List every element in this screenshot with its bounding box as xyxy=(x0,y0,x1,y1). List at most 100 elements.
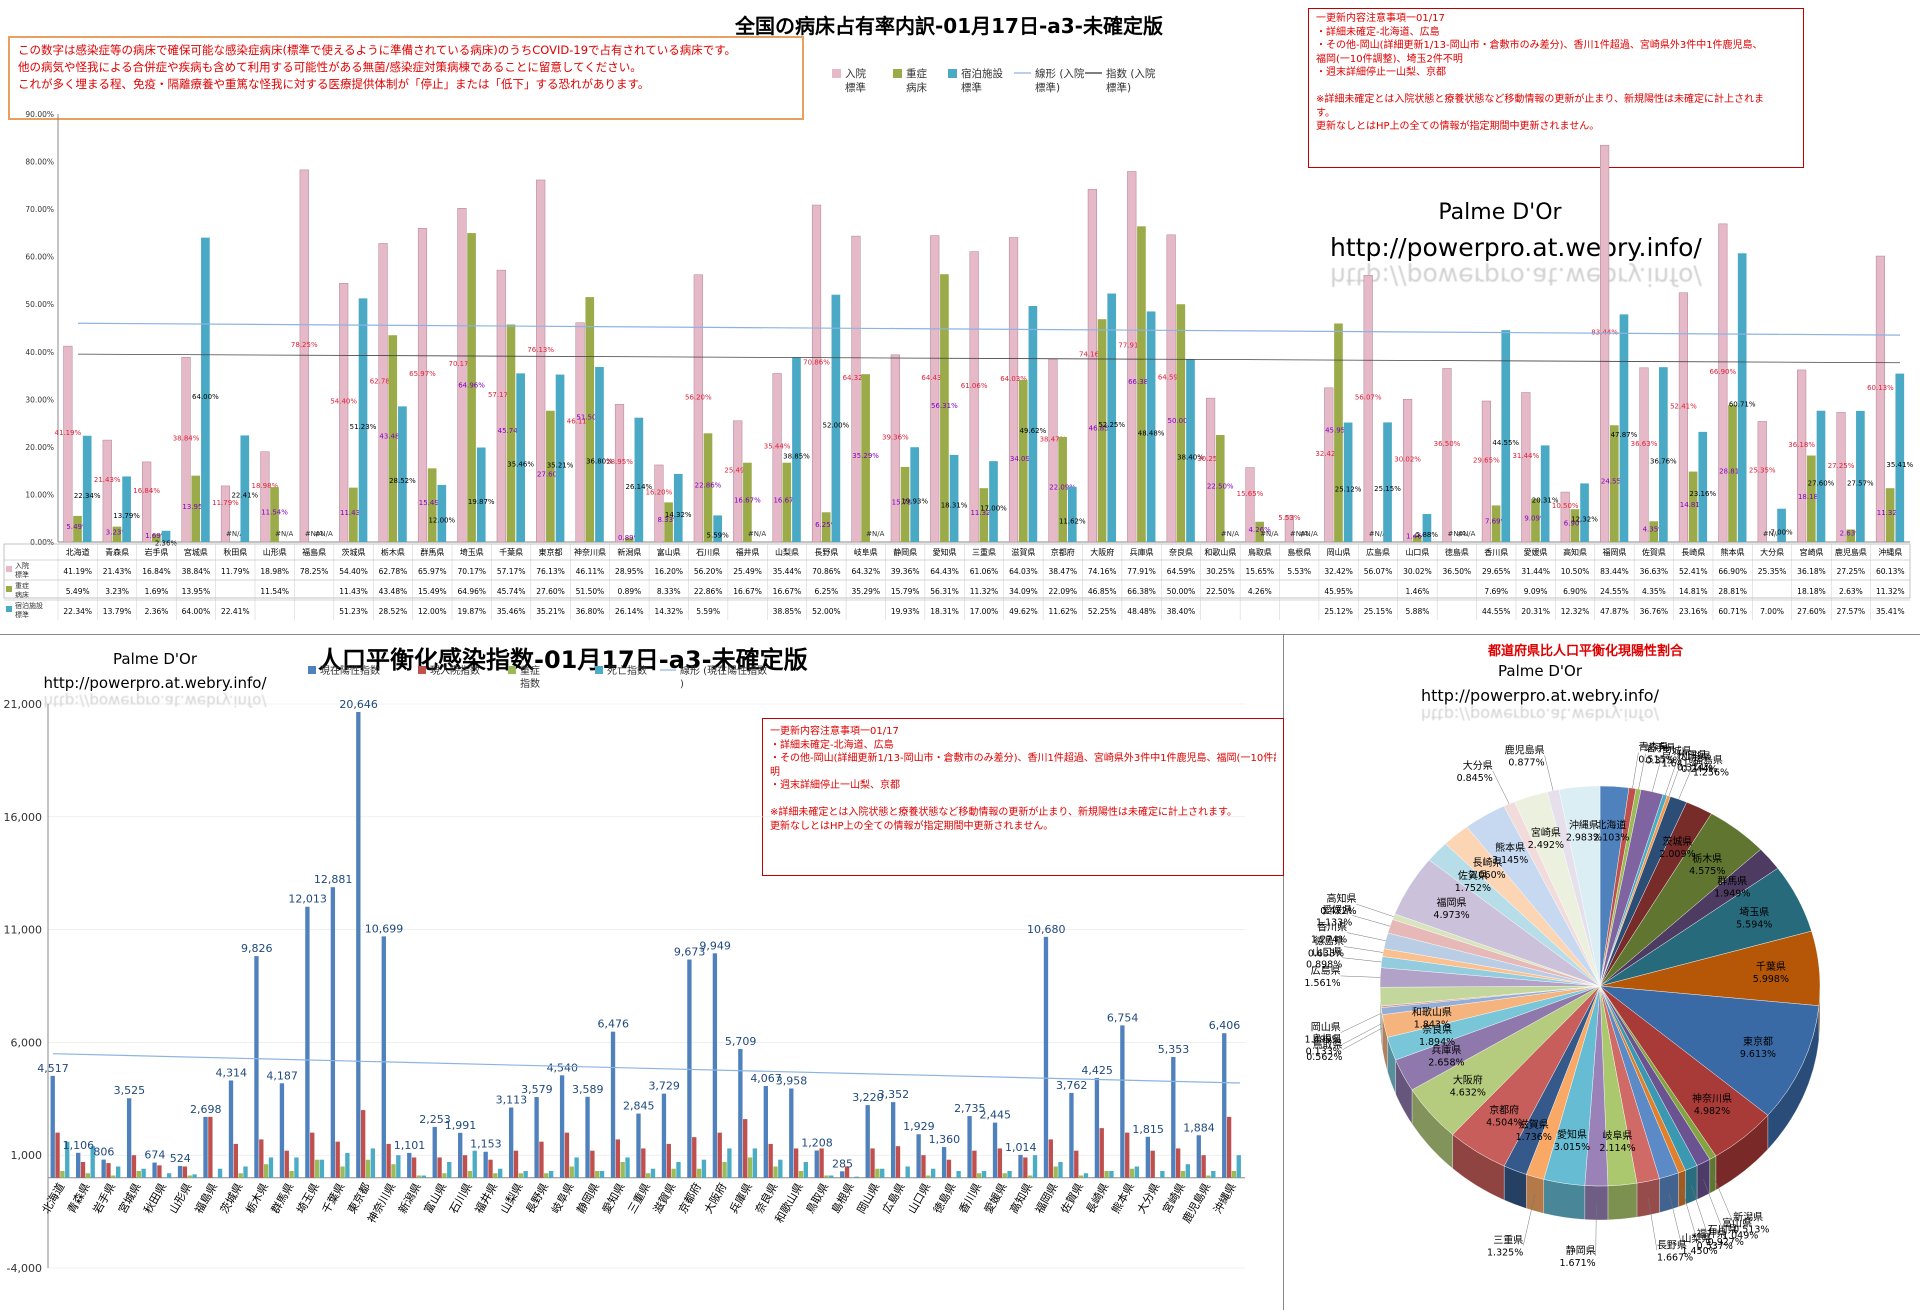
pie-slice-value: 0.133% xyxy=(1306,1047,1342,1058)
table-cell: 11.43% xyxy=(339,587,368,596)
bar xyxy=(733,420,743,543)
table-category: 愛媛県 xyxy=(1524,547,1548,557)
bar-value-label: 5,353 xyxy=(1158,1043,1190,1056)
table-cell: 5.49% xyxy=(66,587,90,596)
bar-value-label: 32.42% xyxy=(1315,450,1342,458)
legend-swatch xyxy=(948,69,957,78)
update-line: ・その他-岡山(詳細更新1/13-岡山市・倉敷市のみ差分)、香川1件超過、宮崎県… xyxy=(1316,40,1763,51)
bar xyxy=(956,1170,961,1178)
bar-value-label: 4,517 xyxy=(37,1062,69,1075)
table-category: 福岡県 xyxy=(1602,548,1626,557)
table-category: 熊本県 xyxy=(1721,547,1745,557)
pie-slice-label: 鹿児島県 xyxy=(1505,743,1545,756)
bar xyxy=(1609,425,1619,542)
bar-value-label: 0.89% xyxy=(618,534,641,542)
table-cell: 22.86% xyxy=(694,587,723,596)
x-tick-label: 岩手県 xyxy=(90,1180,119,1216)
x-tick-label: 沖縄県 xyxy=(1210,1180,1239,1216)
pie-slice-label: 宮崎県 xyxy=(1531,826,1561,839)
pie-slice-label: 沖縄県 xyxy=(1569,819,1599,832)
bar xyxy=(55,1132,60,1178)
bar xyxy=(115,1166,121,1178)
bar xyxy=(798,1170,804,1178)
table-cell: 44.55% xyxy=(1482,607,1511,616)
bar xyxy=(1649,521,1659,542)
bar xyxy=(1028,306,1038,542)
bottom-chart-title: 人口平衡化感染指数-01月17日-a3-未確定版 xyxy=(318,646,808,674)
bar xyxy=(703,433,713,542)
pie-slice-label: 滋賀県 xyxy=(1519,1118,1549,1131)
bar-value-label: 19.93% xyxy=(901,498,928,506)
table-category: 和歌山県 xyxy=(1204,547,1236,557)
pie-slice-side xyxy=(1543,1179,1585,1220)
top-note-box: この数字は感染症等の病床で確保可能な感染症病床(標準で使えるように準備されている… xyxy=(8,36,804,120)
x-tick-label: 石川県 xyxy=(447,1181,475,1216)
y-tick-label: 21,000 xyxy=(4,698,43,711)
table-cell: 38.85% xyxy=(773,607,802,616)
bar-value-label: 54.40% xyxy=(330,398,357,406)
table-cell: 30.25% xyxy=(1206,567,1235,576)
pie-slice-label: 熊本県 xyxy=(1495,841,1525,854)
table-cell: 41.19% xyxy=(63,567,92,576)
bar xyxy=(712,953,718,1178)
bar-value-label: 5.49% xyxy=(66,523,89,531)
bar xyxy=(345,1152,350,1178)
pie-slice-label: 長崎県 xyxy=(1473,856,1503,869)
bar xyxy=(1806,455,1816,542)
pie-chart-title: 都道府県比人口平衡化現陽性割合 xyxy=(1488,644,1684,659)
bar xyxy=(946,1159,952,1178)
pie-slice-value: 1.949% xyxy=(1714,889,1750,900)
bar xyxy=(575,322,585,543)
x-tick-label: 宮城県 xyxy=(115,1180,144,1216)
bar-value-label: 28.81% xyxy=(1719,467,1746,475)
x-tick-label: 岐阜県 xyxy=(549,1181,577,1216)
bottom-bar-chart: -4,000 1,000 6,000 11,000 16,000 21,000 現在陽性指数… xyxy=(4,664,1245,1275)
bar-value-label: 14.32% xyxy=(665,511,692,519)
table-category: 山形県 xyxy=(263,547,287,557)
bar xyxy=(102,439,112,543)
bar-value-label: 27.60% xyxy=(1808,479,1835,487)
bar xyxy=(518,1173,523,1178)
bar xyxy=(930,235,940,543)
x-tick-label: 新潟県 xyxy=(395,1180,424,1216)
bar xyxy=(65,1141,70,1178)
pie-slice-label: 大阪府 xyxy=(1453,1073,1483,1086)
pie-slice-value: 4.982% xyxy=(1694,1106,1730,1117)
bar xyxy=(1058,436,1067,542)
pie-leader-line xyxy=(1651,756,1662,792)
bar-value-label: 4.35% xyxy=(1643,526,1666,534)
bar xyxy=(1737,253,1747,542)
pie-leader-line xyxy=(1648,1198,1658,1251)
table-category: 静岡県 xyxy=(893,547,917,557)
bar-value-label: 1,101 xyxy=(394,1139,426,1152)
bar xyxy=(243,1166,248,1178)
table-category: 広島県 xyxy=(1366,547,1390,557)
table-cell: 46.11% xyxy=(576,567,605,576)
watermark-url: http://powerpro.at.webry.info/ xyxy=(1330,233,1702,262)
bar-value-label: 11.32% xyxy=(970,509,997,517)
bar xyxy=(1540,445,1550,542)
table-cell: 27.25% xyxy=(1837,567,1866,576)
table-cell: 64.59% xyxy=(1167,567,1196,576)
pie-slice-label: 神奈川県 xyxy=(1692,1092,1732,1105)
pie-slice-label: 山梨県 xyxy=(1681,1232,1711,1245)
bar xyxy=(1403,398,1413,543)
bar xyxy=(1018,1154,1023,1178)
pie-slice-side xyxy=(1659,1172,1679,1213)
pie-slice-label: 岡山県 xyxy=(1311,1022,1341,1034)
table-cell: 5.53% xyxy=(1287,567,1311,576)
x-tick-label: 宮崎県 xyxy=(1159,1180,1188,1216)
table-cell: 28.81% xyxy=(1718,587,1747,596)
table-cell: 60.13% xyxy=(1876,567,1905,576)
bar-value-label: 22.50% xyxy=(1207,483,1234,491)
bar xyxy=(1600,144,1610,543)
bar-value-label: 29.65% xyxy=(1473,456,1500,464)
bar xyxy=(378,243,388,543)
bar xyxy=(727,1148,732,1178)
bar-value-label: 35.29% xyxy=(852,452,879,460)
bar xyxy=(1236,1155,1241,1178)
bar-value-label: 70.17% xyxy=(449,360,476,368)
bar xyxy=(916,1134,921,1178)
bar xyxy=(1363,275,1373,543)
table-cell: 34.09% xyxy=(1009,587,1038,596)
